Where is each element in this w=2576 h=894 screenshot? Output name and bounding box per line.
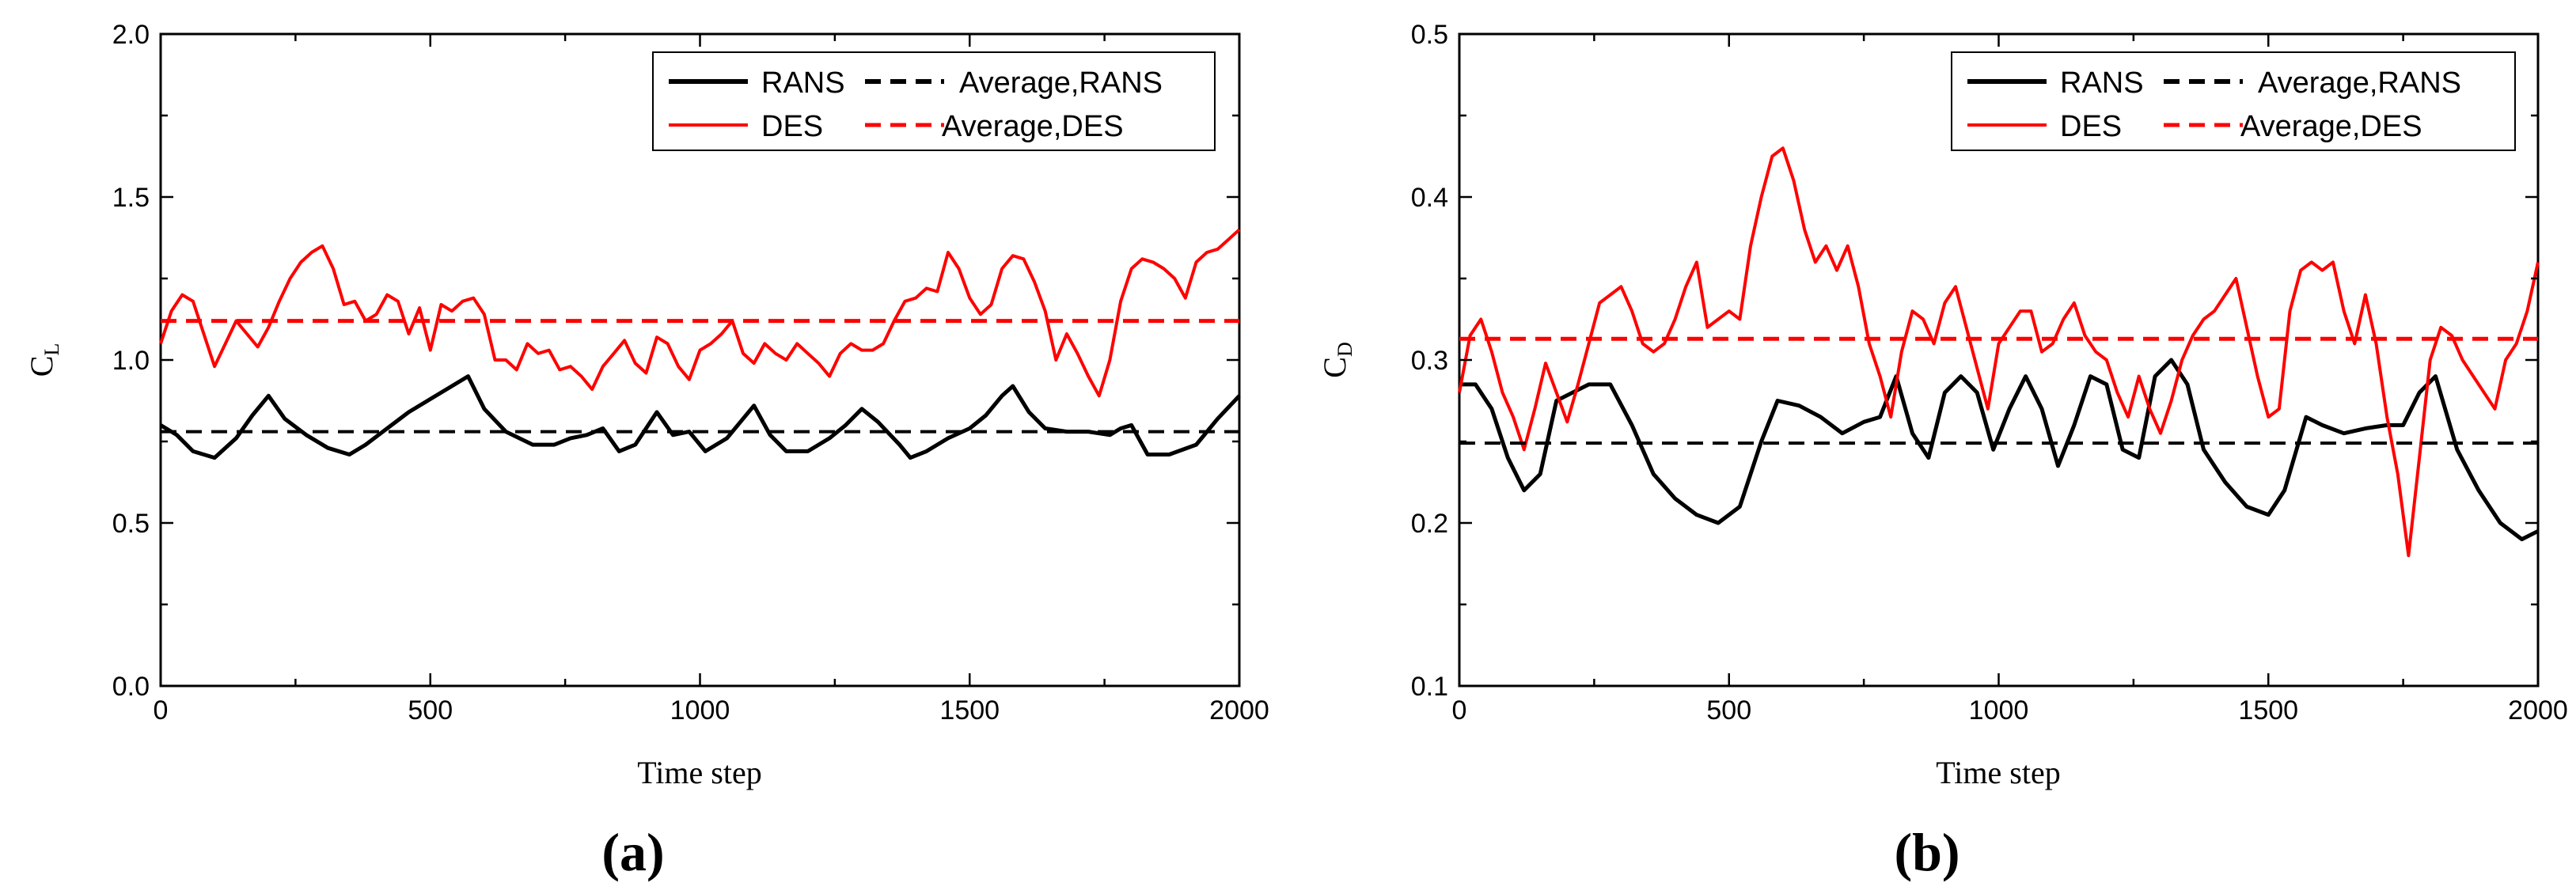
legend: RANS Average,RANS DES Average,DES [652, 51, 1216, 151]
chart-panel-b: 0 500 1000 1500 2000 0.1 0.2 0.3 0.4 0.5 RANS Ave… [1288, 0, 2576, 894]
x-tick-label: 500 [1706, 695, 1751, 725]
y-axis-label-sub: D [1334, 342, 1356, 357]
legend-box [652, 51, 1216, 151]
y-tick-label: 0.4 [1411, 183, 1448, 213]
y-axis-label: CD [1317, 342, 1356, 377]
y-tick-label: 2.0 [112, 20, 150, 50]
series-line-rans [1459, 358, 2540, 542]
chart-panel-a: 0 500 1000 1500 2000 0.0 0.5 1.0 1.5 2.0 RANS Ave… [24, 20, 1269, 882]
x-axis-label: Time step [1936, 755, 2060, 790]
y-tick-label: 0.2 [1411, 509, 1448, 539]
y-tick-label: 0.5 [112, 509, 150, 539]
legend-label-average-des: Average,DES [2240, 110, 2422, 143]
x-tick-label: 0 [1452, 695, 1467, 725]
series-line-des [1458, 146, 2540, 558]
legend-label-average-rans: Average,RANS [2258, 66, 2461, 100]
y-axis-label-sub: L [40, 343, 63, 356]
x-axis-label: Time step [637, 755, 761, 790]
legend-label-average-des: Average,DES [942, 110, 1124, 143]
x-tick-label: 1000 [670, 695, 730, 725]
series-line-des [159, 228, 1241, 398]
y-tick-label: 0.0 [112, 672, 150, 702]
y-axis-label-main: C [1317, 357, 1352, 378]
legend-label-rans: RANS [761, 66, 845, 100]
chart-svg-a: 0 500 1000 1500 2000 0.0 0.5 1.0 1.5 2.0 RANS Ave… [24, 20, 1269, 882]
chart-svg-b: 0 500 1000 1500 2000 0.1 0.2 0.3 0.4 0.5 RANS Ave… [1317, 20, 2568, 882]
y-tick-label: 0.1 [1411, 672, 1448, 702]
panel-label: (a) [601, 822, 664, 882]
x-tick-label: 1500 [939, 695, 1000, 725]
legend: RANS Average,RANS DES Average,DES [1951, 51, 2516, 151]
legend-label-des: DES [761, 110, 823, 143]
y-tick-label: 1.5 [112, 183, 150, 213]
legend-box [1951, 51, 2516, 151]
legend-label-rans: RANS [2060, 66, 2144, 100]
y-tick-label: 1.0 [112, 346, 150, 376]
x-tick-label: 1500 [2238, 695, 2298, 725]
y-axis-label: CL [24, 343, 63, 377]
ticks-layer: 0 500 1000 1500 2000 0.0 0.5 1.0 1.5 2.0 [112, 20, 1269, 725]
x-tick-label: 2000 [2508, 695, 2568, 725]
legend-label-des: DES [2060, 110, 2122, 143]
panel-label: (b) [1894, 822, 1960, 882]
x-tick-label: 2000 [1209, 695, 1269, 725]
y-tick-label: 0.5 [1411, 20, 1448, 50]
series-line-rans [159, 374, 1241, 460]
x-tick-label: 500 [408, 695, 453, 725]
y-tick-label: 0.3 [1411, 346, 1448, 376]
series-layer [1458, 146, 2540, 558]
x-tick-label: 1000 [1969, 695, 2029, 725]
series-layer [159, 228, 1241, 460]
legend-label-average-rans: Average,RANS [959, 66, 1163, 100]
y-axis-label-main: C [24, 356, 59, 377]
ticks-layer: 0 500 1000 1500 2000 0.1 0.2 0.3 0.4 0.5 [1411, 20, 2568, 725]
x-tick-label: 0 [154, 695, 169, 725]
